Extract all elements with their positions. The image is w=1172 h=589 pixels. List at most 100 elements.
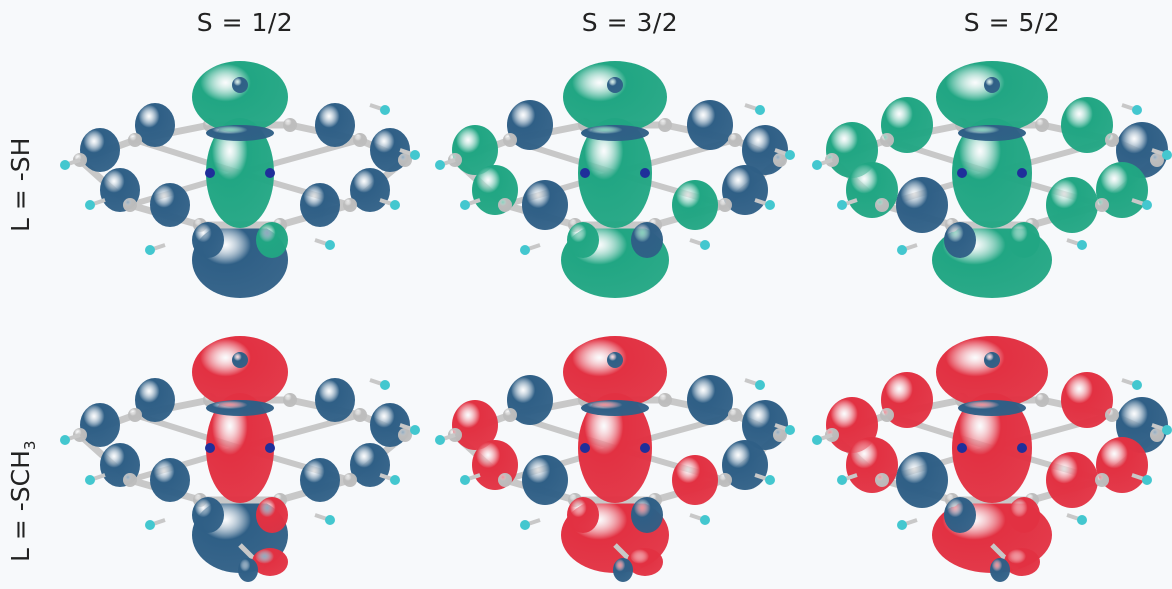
nitrogen-atom [640,168,650,178]
carbon-atom [128,133,142,147]
front-lobe [944,222,976,258]
carbon-atom [773,153,787,167]
torus-shadow [206,400,274,416]
carbon-atom [283,393,297,407]
col-header-1: S = 1/2 [196,8,294,37]
torus-shadow [206,125,274,141]
side-lobe [846,162,898,218]
side-lobe [846,437,898,493]
hydrogen-atom [1077,240,1087,250]
hydrogen-atom [410,150,420,160]
hydrogen-atom [380,380,390,390]
front-lobe [944,497,976,533]
central-lobe [206,393,274,503]
nitrogen-atom [580,168,590,178]
central-lobe [952,393,1032,503]
side-lobe [1046,177,1098,233]
carbon-atom [1035,393,1049,407]
hydrogen-atom [765,200,775,210]
hydrogen-atom [145,245,155,255]
row-label-sh: L = -SH [6,138,35,232]
side-lobe [896,177,948,233]
nitrogen-atom [640,443,650,453]
hydrogen-atom [755,380,765,390]
axial-lobe-cap [984,352,1000,368]
carbon-atom [728,133,742,147]
hydrogen-atom [837,475,847,485]
carbon-atom [1105,408,1119,422]
hydrogen-atom [812,435,822,445]
panel-sh-s5-2 [812,55,1172,310]
hydrogen-atom [1162,425,1172,435]
central-lobe [952,118,1032,228]
side-lobe [300,458,340,502]
nitrogen-atom [205,168,215,178]
carbon-atom [1150,428,1164,442]
carbon-atom [343,473,357,487]
hydrogen-atom [460,200,470,210]
hydrogen-atom [897,245,907,255]
hydrogen-atom [520,520,530,530]
panel-sh-s1-2 [60,55,420,310]
panel-sch3-s5-2 [812,330,1172,585]
carbon-atom [503,133,517,147]
side-lobe [1061,97,1113,153]
hydrogen-atom [380,105,390,115]
carbon-atom [658,118,672,132]
side-lobe [522,455,568,505]
axial-lobe-cap [607,352,623,368]
front-lobe [192,222,224,258]
carbon-atom [718,473,732,487]
carbon-atom [283,118,297,132]
torus-shadow [958,125,1026,141]
side-lobe [315,378,355,422]
carbon-atom [498,198,512,212]
side-lobe [1096,162,1148,218]
carbon-atom [398,153,412,167]
carbon-atom [128,408,142,422]
hydrogen-atom [145,520,155,530]
orbital-illustration [812,336,1172,582]
axial-lobe-top [563,336,667,408]
hydrogen-atom [785,425,795,435]
side-lobe [315,103,355,147]
nitrogen-atom [957,168,967,178]
hydrogen-atom [785,150,795,160]
panel-sch3-s3-2 [435,330,795,585]
front-lobe [256,497,288,533]
orbital-illustration [812,61,1172,298]
carbon-atom [498,473,512,487]
col-header-2: S = 3/2 [581,8,679,37]
hydrogen-atom [390,200,400,210]
side-lobe [1096,437,1148,493]
side-lobe [687,100,733,150]
central-lobe [206,118,274,228]
carbon-atom [875,473,889,487]
hydrogen-atom [1077,515,1087,525]
hydrogen-atom [1142,475,1152,485]
hydrogen-atom [325,515,335,525]
carbon-atom [658,393,672,407]
carbon-atom [123,198,137,212]
axial-lobe-top [936,336,1048,408]
ligand-lobe [238,558,258,582]
hydrogen-atom [755,105,765,115]
hydrogen-atom [460,475,470,485]
torus-shadow [581,400,649,416]
side-lobe [1061,372,1113,428]
ligand-lobe [252,548,288,576]
side-lobe [507,375,553,425]
nitrogen-atom [265,168,275,178]
ligand-lobe [613,558,633,582]
side-lobe [1046,452,1098,508]
ligand-lobe [990,558,1010,582]
hydrogen-atom [410,425,420,435]
hydrogen-atom [520,245,530,255]
front-lobe [1008,222,1040,258]
orbital-illustration [435,61,795,298]
col-header-3: S = 5/2 [963,8,1061,37]
carbon-atom [880,408,894,422]
front-lobe [256,222,288,258]
nitrogen-atom [205,443,215,453]
nitrogen-atom [580,443,590,453]
